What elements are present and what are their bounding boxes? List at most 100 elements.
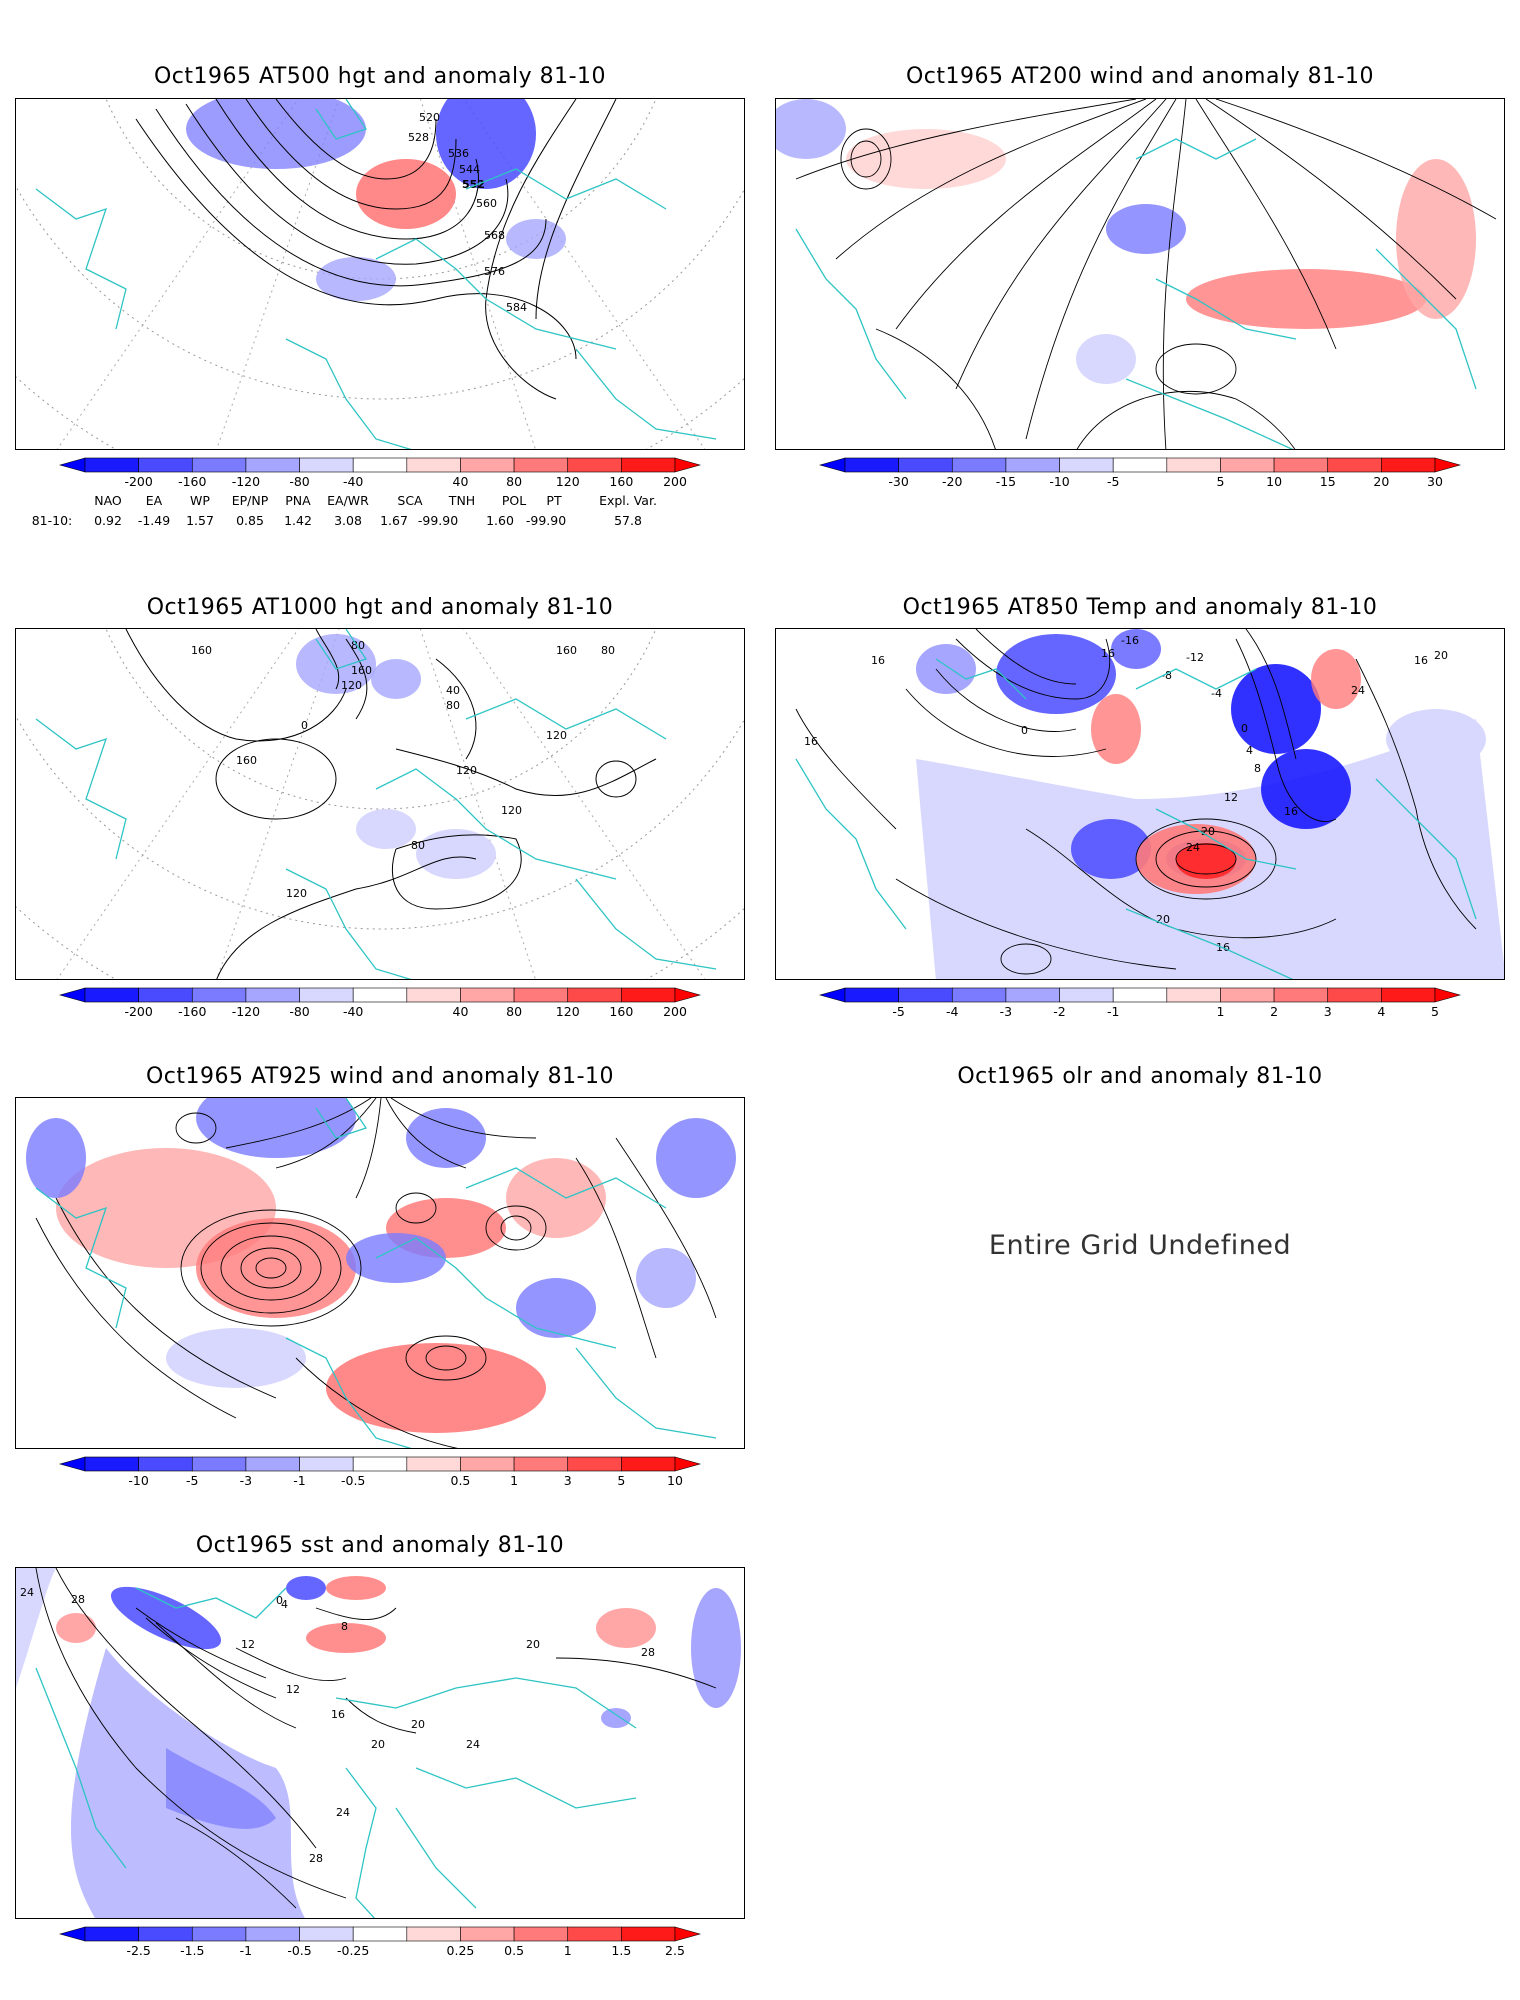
contour-label-1000: 80 [446,699,460,712]
index-value: 1.57 [186,513,214,528]
contour-label-850: 24 [1186,841,1200,854]
map-panel-500: 520 528 536 544 552 560 568 576 584 [15,98,745,450]
colorbar-tick-label: 120 [556,474,580,489]
panel-title-500: Oct1965 AT500 hgt and anomaly 81-10 [153,64,607,89]
contour-label-850: 24 [1351,684,1365,697]
panel-title-925: Oct1965 AT925 wind and anomaly 81-10 [145,1064,615,1089]
index-row-label: 81-10: [31,513,73,528]
contour-label-sst: 24 [466,1738,480,1751]
colorbar-tick-label: 160 [609,474,633,489]
colorbar-tick-label: -200 [124,474,152,489]
colorbar-segment [1220,457,1275,473]
colorbar-tick-label: -1 [1107,1004,1119,1019]
contour-label-850: 8 [1254,762,1261,775]
colorbar-segment [567,457,622,473]
colorbar-segment [352,987,408,1003]
colorbar-tick-label: -5 [186,1473,198,1488]
contour-label-850: 16 [804,735,818,748]
colorbar-segment [460,1926,515,1942]
colorbar-arrow-low [818,987,846,1003]
colorbar-tick-label: -40 [343,474,363,489]
colorbar-segment [460,1456,515,1472]
panel-title-olr: Oct1965 olr and anomaly 81-10 [957,1064,1323,1089]
colorbar-segment [1112,457,1168,473]
contour-label-sst: 24 [20,1586,34,1599]
contour-label-sst: 4 [281,1598,288,1611]
colorbar-tick-label: -3 [240,1473,252,1488]
colorbar-tick-label: 2.5 [665,1943,685,1958]
contour-label-1000: 80 [351,639,365,652]
contour-label-850: -16 [1121,634,1139,647]
colorbar-tick-label: 5 [1216,474,1224,489]
contour-label-1000: 80 [411,839,425,852]
colorbar-segment [1327,987,1382,1003]
colorbar-arrow-high [674,987,702,1003]
colorbar-segment [460,457,515,473]
contour-label-1000: 160 [351,664,372,677]
index-header: NAO [94,493,122,508]
colorbar-arrow-high [674,457,702,473]
colorbar-tick-label: -2 [1053,1004,1065,1019]
contour-label-500: 536 [448,147,469,160]
index-header: SCA [397,493,423,508]
index-value: -1.49 [137,513,171,528]
panel-title-850: Oct1965 AT850 Temp and anomaly 81-10 [902,595,1378,620]
colorbar-segment [191,1926,247,1942]
contour-label-850: 4 [1246,744,1253,757]
colorbar-tick-label: -80 [289,1004,309,1019]
colorbar-segment [84,457,139,473]
contour-label-850: 16 [871,654,885,667]
colorbar-tick-label: 0.25 [447,1943,475,1958]
colorbar-tick-label: -3 [1000,1004,1012,1019]
colorbar-segment [513,1926,569,1942]
index-header: WP [190,493,210,508]
colorbar-segment [1059,987,1114,1003]
colorbar-segment [567,1456,622,1472]
colorbar-1000: -200 -160 -120 -80 -40 40 80 120 160 200 [58,987,702,1024]
colorbar-segment [951,987,1007,1003]
colorbar-segment [138,457,193,473]
colorbar-tick-label: 1 [564,1943,572,1958]
colorbar-tick-label: 40 [453,474,469,489]
colorbar-arrow-high [1434,457,1462,473]
colorbar-segment [621,1926,676,1942]
colorbar-segment [406,987,461,1003]
colorbar-segment [138,1456,193,1472]
index-value: -99.90 [417,513,459,528]
contour-label-sst: 20 [411,1718,425,1731]
colorbar-segment [898,987,953,1003]
map-panel-200 [775,98,1505,450]
colorbar-tick-label: -10 [128,1473,148,1488]
colorbar-segment [84,1926,139,1942]
contour-label-1000: 120 [501,804,522,817]
index-header: PNA [285,493,311,508]
index-header-row: NAO EA WP EP/NP PNA EA/WR SCA TNH POL PT… [30,493,730,511]
index-value: 3.08 [334,513,362,528]
contour-label-500: 528 [408,131,429,144]
colorbar-segment [245,987,300,1003]
colorbar-tick-label: 1.5 [611,1943,631,1958]
colorbar-500: -200 -160 -120 -80 -40 40 80 120 160 200 [58,457,702,494]
contour-label-1000: 120 [341,679,362,692]
contour-label-1000: 120 [456,764,477,777]
colorbar-arrow-low [58,457,86,473]
colorbar-segment [352,1926,408,1942]
colorbar-segment [621,987,676,1003]
contour-label-500: 576 [484,265,505,278]
undefined-grid-message: Entire Grid Undefined [988,1230,1292,1261]
index-header: EA [145,493,163,508]
colorbar-tick-label: 200 [663,1004,687,1019]
colorbar-tick-label: 1 [510,1473,518,1488]
colorbar-segment [352,1456,408,1472]
contour-label-sst: 12 [241,1638,255,1651]
colorbar-segment [951,457,1007,473]
map-panel-1000: 160 80 160 120 0 40 80 160 80 120 160 12… [15,628,745,980]
contour-label-sst: 20 [371,1738,385,1751]
index-value: 1.42 [284,513,312,528]
colorbar-arrow-high [674,1926,702,1942]
colorbar-tick-label: 1 [1216,1004,1224,1019]
colorbar-segment [299,1456,354,1472]
colorbar-segment [84,987,139,1003]
colorbar-segment [406,1926,461,1942]
colorbar-segment [621,1456,676,1472]
